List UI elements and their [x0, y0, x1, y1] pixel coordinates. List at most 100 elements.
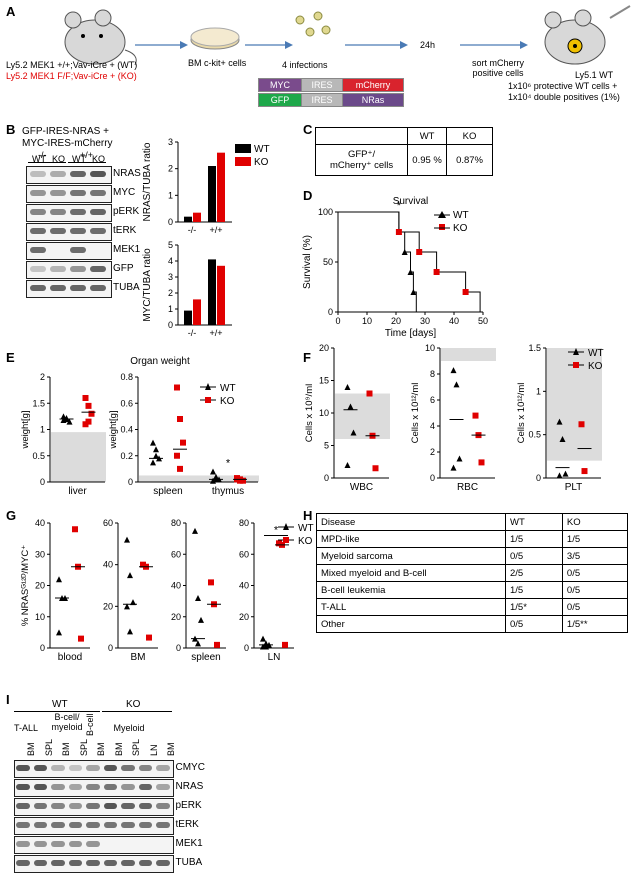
blot-b-strip	[26, 204, 112, 222]
y-tick-label: 0	[128, 477, 133, 487]
legend-marker	[573, 362, 579, 368]
data-point	[85, 402, 92, 409]
x-tick-label: +/+	[209, 328, 222, 338]
blot-i-band	[51, 784, 65, 790]
y-tick-label: 0	[430, 473, 435, 483]
legend-label: KO	[254, 157, 269, 168]
bar	[184, 310, 192, 325]
blot-i-band	[16, 784, 30, 790]
blot-b-row-label: GFP	[113, 263, 134, 274]
data-point	[153, 452, 159, 459]
bar	[193, 212, 201, 222]
data-point	[556, 472, 563, 479]
table-h-row: Myeloid sarcoma 0/5 3/5	[316, 547, 629, 565]
x-tick-label: 40	[449, 316, 459, 326]
data-point	[372, 465, 379, 472]
data-point	[263, 643, 269, 650]
table-h-ko: 0/5	[561, 598, 629, 616]
blot-b-band	[50, 190, 66, 196]
blot-i-row-label: tERK	[175, 819, 199, 830]
y-tick-label: 100	[318, 207, 333, 217]
blot-i-band	[51, 841, 65, 847]
legend-marker	[205, 397, 211, 403]
sort-label: sort mCherry positive cells	[471, 58, 524, 78]
x-tick-label: -/-	[188, 225, 197, 235]
table-h-row: Mixed myeloid and B-cell 2/5 0/5	[316, 564, 629, 582]
virus-icon	[295, 11, 331, 37]
blot-i-band	[16, 822, 30, 828]
blot-b-band	[30, 266, 46, 272]
data-point	[150, 459, 156, 466]
data-point	[260, 635, 266, 642]
blot-i-band	[156, 803, 170, 809]
x-category-label: blood	[58, 652, 82, 663]
blot-i-band	[121, 784, 135, 790]
blot-i-row-label: MEK1	[175, 838, 203, 849]
table-h-disease: Mixed myeloid and B-cell	[316, 564, 506, 582]
table-c-header-0	[314, 127, 409, 145]
blot-i-subgroup-bcell: B-cell	[85, 713, 95, 736]
panel-label-h: H	[303, 508, 313, 523]
data-point	[433, 269, 440, 275]
table-h-row: T-ALL 1/5* 0/5	[316, 598, 629, 616]
data-point	[195, 640, 201, 647]
nras-fraction-charts: 0 10 20 30 40 % NRASᴳ¹²ᴰ/MYC⁺ blood 0 20 40 60 BM 0 2…	[20, 518, 314, 663]
y-axis-label: Cells x 10¹²/ml	[516, 383, 527, 444]
y-tick-label: 0.2	[120, 451, 133, 461]
y-tick-label: 20	[171, 612, 181, 622]
blot-b-strip	[26, 242, 112, 260]
data-point	[562, 470, 569, 477]
y-tick-label: 0.5	[32, 451, 45, 461]
blot-i-row-label: pERK	[175, 800, 202, 811]
y-axis-label: weight[g]	[108, 410, 119, 449]
y-tick-label: 0	[324, 473, 329, 483]
blot-b-row-label: tERK	[113, 225, 137, 236]
data-point	[60, 413, 67, 420]
blot-i-band	[156, 822, 170, 828]
y-tick-label: 0	[40, 477, 45, 487]
y-tick-label: 15	[319, 376, 329, 386]
blot-b-strip	[26, 280, 112, 298]
data-point	[214, 641, 220, 648]
y-tick-label: 60	[171, 549, 181, 559]
legend-label: KO	[220, 396, 235, 407]
y-tick-label: 80	[239, 518, 249, 528]
data-point	[177, 416, 183, 422]
data-point	[237, 477, 243, 484]
legend-label: KO	[298, 536, 313, 547]
table-h-disease: Myeloid sarcoma	[316, 547, 506, 565]
y-axis-label: Cells x 10¹²/ml	[410, 383, 421, 444]
blot-i-band	[156, 765, 170, 771]
data-point	[578, 421, 585, 428]
blot-b-row-label: MYC	[113, 187, 136, 198]
table-h-disease: Other	[316, 615, 506, 633]
table-h-wt: 2/5	[505, 564, 563, 582]
blot-b-strip	[26, 166, 112, 184]
survival-chart: Survival 0 50 100 0 10 20 30 40 50 Time [days] Surv…	[302, 196, 488, 339]
panel-b-bar-charts: 0 1 2 3 NRAS/TUBA ratio -/- +/+ WT KO 0 1 2 3 4 5 MYC/T…	[142, 137, 270, 338]
y-tick-label: 1	[536, 386, 541, 396]
data-point	[401, 249, 408, 255]
blot-b-band	[70, 171, 86, 177]
legend-marker	[283, 537, 289, 543]
blot-i-lane-label: BM	[61, 742, 71, 757]
blot-i-band	[103, 860, 117, 866]
blot-b-band	[30, 228, 46, 234]
data-point	[210, 468, 216, 475]
data-point	[462, 289, 469, 295]
chart-title: Survival	[393, 196, 429, 207]
y-tick-label: 1.5	[32, 398, 45, 408]
blot-i-band	[86, 784, 100, 790]
blot-i-subgroup: B-cell/ myeloid	[51, 712, 83, 732]
blot-i-band	[103, 822, 117, 828]
table-c-wt-value: 0.95 %	[407, 144, 448, 176]
y-tick-label: 5	[324, 441, 329, 451]
data-point	[146, 634, 152, 641]
petri-dish-icon	[190, 27, 240, 50]
legend-label: WT	[588, 348, 604, 359]
dose-line-2: 1x10⁴ double positives (1%)	[508, 92, 620, 102]
blot-b-band	[90, 171, 106, 177]
x-tick-label: 30	[420, 316, 430, 326]
blot-b-row-label: NRAS	[113, 168, 141, 179]
legend-label: WT	[453, 210, 469, 221]
